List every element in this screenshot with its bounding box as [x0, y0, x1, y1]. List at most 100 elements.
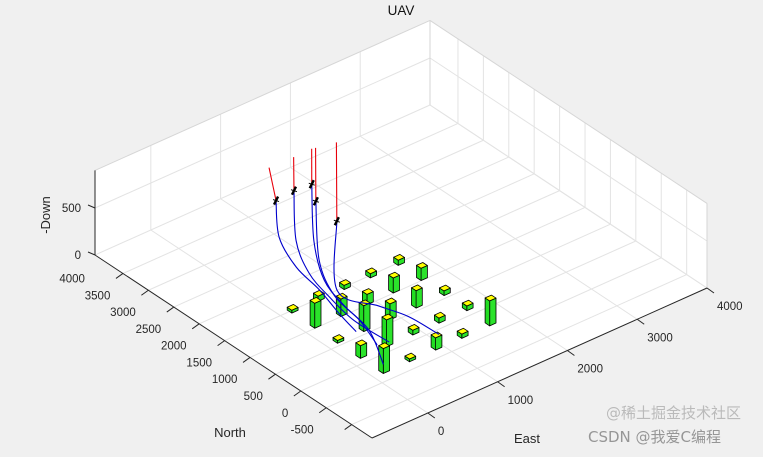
east-tick-label: 1000: [508, 395, 534, 407]
building: [411, 284, 423, 309]
building: [456, 327, 469, 339]
east-tick: [567, 350, 575, 356]
building-roof: [430, 331, 443, 339]
building-roof: [388, 271, 400, 279]
east-tick: [636, 318, 645, 325]
building-roof: [404, 352, 417, 360]
building-roof: [411, 284, 423, 292]
building-front-face: [314, 300, 322, 329]
uav-marker-wing: [272, 199, 280, 203]
building: [484, 294, 497, 327]
uav-marker-wing: [312, 199, 320, 203]
building-roof: [433, 311, 446, 319]
building-side-face: [378, 345, 384, 374]
north-tick-label: 3500: [85, 290, 111, 302]
uav-path-5: [333, 221, 440, 335]
building: [365, 267, 378, 279]
uav-path-4: [315, 201, 378, 346]
building-front-face: [489, 297, 497, 327]
building: [355, 339, 368, 359]
floor-plane: [95, 105, 707, 438]
building-front-face: [382, 345, 391, 374]
back-right-wall: [430, 20, 707, 289]
building-roof: [339, 279, 351, 286]
building: [309, 296, 322, 329]
building-front-face: [415, 287, 423, 309]
building: [404, 352, 417, 363]
building: [339, 279, 351, 291]
building-side-face: [484, 297, 491, 327]
building-roof: [407, 323, 420, 331]
north-tick-label: 2000: [161, 341, 187, 353]
north-tick-label: 3000: [110, 307, 136, 319]
uav-marker-wing: [290, 189, 298, 193]
north-tick: [318, 407, 327, 414]
north-axis-label: North: [214, 425, 246, 440]
tick-labels: -500050010001500200025003000350040000100…: [59, 203, 742, 438]
box-top-edge: [429, 19, 708, 204]
building-roof: [355, 339, 368, 347]
uav-marker-wing: [333, 219, 340, 223]
building-roof: [378, 342, 391, 350]
north-tick: [191, 323, 200, 330]
north-tick: [293, 390, 302, 397]
building: [378, 342, 391, 374]
building-roof: [361, 288, 374, 295]
back-left-wall: [95, 20, 430, 256]
csdn-watermark: CSDN @我爱C编程: [588, 428, 722, 446]
north-tick-label: 500: [244, 391, 263, 403]
north-tick-label: 1500: [186, 357, 212, 369]
uav-path-1: [275, 200, 357, 333]
north-tick-label: -500: [291, 425, 314, 437]
building-roof: [484, 294, 497, 302]
box-top-edge: [94, 19, 431, 171]
building: [286, 303, 299, 314]
building: [430, 331, 443, 351]
building-roof: [393, 253, 405, 261]
down-tick-label: 0: [75, 250, 81, 262]
building-roof: [309, 296, 322, 304]
uav-marker-wing: [308, 182, 315, 186]
building-roof: [461, 299, 474, 307]
north-tick: [115, 273, 124, 279]
building: [433, 311, 446, 324]
east-tick-label: 0: [438, 426, 444, 438]
building: [438, 284, 451, 297]
floor-grid-east: [359, 135, 638, 320]
building: [388, 271, 400, 294]
north-tick: [242, 357, 251, 363]
building-side-face: [381, 316, 388, 348]
building: [416, 262, 428, 281]
north-tick: [344, 424, 352, 430]
building: [407, 323, 420, 336]
building-side-face: [309, 299, 316, 329]
down-tick-label: 500: [62, 203, 81, 215]
wall-grid-down: [94, 104, 431, 256]
down-tick: [87, 251, 96, 256]
down-tick: [87, 204, 96, 209]
building-roof: [416, 262, 428, 269]
north-tick-label: 0: [282, 408, 288, 420]
building-roof: [365, 267, 378, 275]
uav-path-2: [293, 190, 390, 343]
building-roof: [384, 297, 397, 305]
east-axis-label: East: [514, 431, 540, 446]
north-tick-label: 4000: [59, 273, 85, 285]
building-roof: [456, 327, 469, 335]
building-side-face: [411, 287, 417, 309]
east-tick-label: 4000: [717, 301, 743, 313]
north-tick-label: 2500: [136, 324, 162, 336]
north-tick: [217, 340, 225, 347]
east-tick: [427, 412, 436, 419]
building-roof: [286, 303, 299, 311]
east-tick: [706, 287, 715, 294]
wall-grid-down: [94, 57, 431, 209]
north-tick: [166, 306, 175, 313]
north-tick-label: 1000: [212, 374, 238, 386]
building-front-face: [386, 316, 394, 348]
building: [393, 253, 405, 266]
building: [461, 299, 474, 312]
building-side-face: [358, 302, 365, 333]
east-tick-label: 3000: [647, 332, 673, 344]
north-tick: [268, 373, 276, 380]
